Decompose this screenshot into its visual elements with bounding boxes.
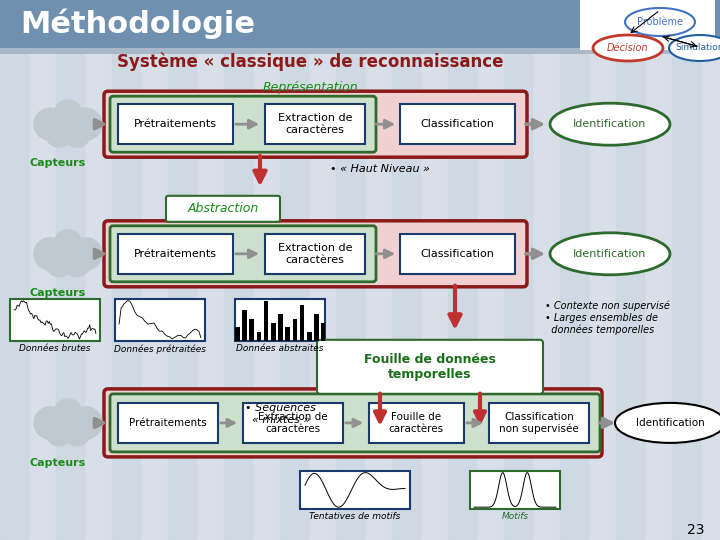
Bar (470, 471, 560, 509)
Text: Classification: Classification (420, 249, 494, 259)
FancyBboxPatch shape (104, 91, 527, 157)
Circle shape (34, 238, 66, 270)
Bar (448, 0, 476, 540)
Text: Prétraitements: Prétraitements (133, 119, 217, 129)
Bar (336, 0, 364, 540)
Circle shape (46, 121, 72, 147)
Bar (504, 0, 532, 540)
Text: 23: 23 (688, 523, 705, 537)
Bar (369, 403, 464, 443)
Text: Données brutes: Données brutes (19, 345, 91, 353)
Text: Capteurs: Capteurs (30, 458, 86, 468)
Text: Fouille de données
temporelles: Fouille de données temporelles (364, 353, 496, 381)
Ellipse shape (550, 103, 670, 145)
Text: Tentatives de motifs: Tentatives de motifs (310, 512, 401, 522)
Ellipse shape (669, 35, 720, 61)
Circle shape (64, 251, 90, 277)
Bar (168, 0, 196, 540)
Text: Système « classique » de reconnaissance: Système « classique » de reconnaissance (117, 53, 503, 71)
Text: Extraction de
caractères: Extraction de caractères (278, 243, 352, 265)
Text: Décision: Décision (607, 43, 649, 53)
Text: Fouille de
caractères: Fouille de caractères (388, 412, 444, 434)
Text: Données prétraitées: Données prétraitées (114, 344, 206, 354)
Bar (0, 0, 720, 48)
Text: Méthodologie: Méthodologie (20, 9, 255, 39)
Text: Motifs: Motifs (501, 512, 528, 522)
Bar (672, 0, 700, 540)
Text: Simulation: Simulation (676, 44, 720, 52)
Circle shape (46, 251, 72, 277)
Bar (243, 403, 343, 443)
FancyBboxPatch shape (104, 221, 527, 287)
Bar (300, 471, 410, 509)
Circle shape (64, 121, 90, 147)
Text: Représentation: Représentation (262, 80, 358, 94)
FancyBboxPatch shape (317, 340, 543, 394)
Bar (0, 0, 28, 540)
Text: • Contexte non supervisé
• Larges ensembles de
  données temporelles: • Contexte non supervisé • Larges ensemb… (545, 301, 670, 335)
Bar (118, 234, 233, 274)
FancyBboxPatch shape (110, 394, 600, 452)
Bar (10, 299, 100, 341)
Text: Identification: Identification (573, 249, 647, 259)
Bar (235, 299, 325, 341)
FancyBboxPatch shape (104, 389, 602, 457)
Text: Problème: Problème (637, 17, 683, 27)
Bar (400, 104, 515, 144)
Ellipse shape (625, 8, 695, 36)
Text: Abstraction: Abstraction (187, 202, 258, 215)
Bar (280, 0, 308, 540)
Bar (112, 0, 140, 540)
Bar (265, 234, 365, 274)
Text: Classification
non supervisée: Classification non supervisée (499, 412, 579, 434)
Circle shape (70, 238, 102, 270)
Bar (392, 0, 420, 540)
Circle shape (54, 230, 82, 258)
Bar (224, 0, 252, 540)
Text: Capteurs: Capteurs (30, 288, 86, 298)
Bar (118, 104, 233, 144)
FancyBboxPatch shape (110, 226, 376, 282)
Bar (56, 0, 84, 540)
Circle shape (54, 100, 82, 128)
Circle shape (70, 108, 102, 140)
Bar (118, 403, 218, 443)
Ellipse shape (550, 233, 670, 275)
Bar (560, 0, 588, 540)
Circle shape (54, 399, 82, 427)
Text: • Séquences
  « mixtes »: • Séquences « mixtes » (245, 403, 316, 425)
Circle shape (64, 420, 90, 446)
Text: Extraction de
caractères: Extraction de caractères (278, 113, 352, 135)
Bar (0, 48, 720, 54)
Text: Identification: Identification (573, 119, 647, 129)
Text: Extraction de
caractères: Extraction de caractères (258, 412, 328, 434)
Circle shape (34, 108, 66, 140)
Text: Identification: Identification (636, 418, 704, 428)
Circle shape (34, 407, 66, 439)
Text: Classification: Classification (420, 119, 494, 129)
Text: Données abstraites: Données abstraites (236, 345, 324, 353)
Bar (400, 234, 515, 274)
Ellipse shape (615, 403, 720, 443)
FancyBboxPatch shape (110, 96, 376, 152)
Bar (616, 0, 644, 540)
Bar (489, 403, 589, 443)
Bar (265, 104, 365, 144)
Ellipse shape (593, 35, 663, 61)
Bar (115, 299, 205, 341)
FancyBboxPatch shape (166, 196, 280, 222)
Circle shape (46, 420, 72, 446)
Text: • « Haut Niveau »: • « Haut Niveau » (330, 164, 430, 174)
Bar (235, 299, 325, 341)
Text: Prétraitements: Prétraitements (133, 249, 217, 259)
Circle shape (70, 407, 102, 439)
Text: Prétraitements: Prétraitements (129, 418, 207, 428)
Bar (580, 0, 715, 50)
Text: Capteurs: Capteurs (30, 158, 86, 168)
